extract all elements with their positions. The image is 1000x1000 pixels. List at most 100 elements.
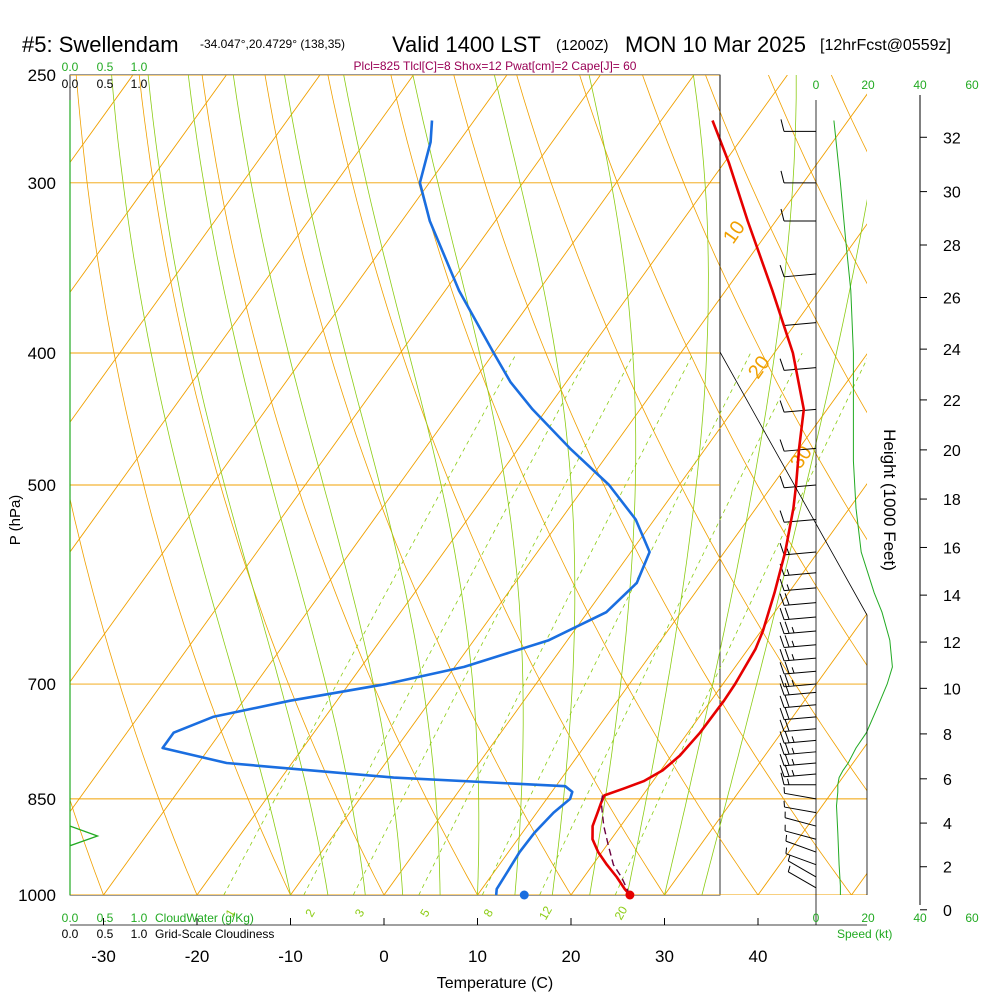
dry-adiabat [70,497,198,895]
wind-barb-flag [784,753,790,766]
height-tick-label-0: 0 [943,903,952,920]
wind-barb-flag [784,607,790,620]
wind-barb-flag [779,542,785,555]
wind-barb-flag [779,742,785,755]
moist-adiabat [284,75,441,895]
height-axis-title: Height (1000 Feet) [880,429,899,571]
height-tick-label-30: 30 [943,185,961,202]
wind-barb [780,119,816,132]
stability-indices: Plcl=825 Tlcl[C]=8 Shox=12 Pwat[cm]=2 Ca… [354,59,637,73]
wind-barb-flag [784,635,790,648]
wind-barb-flag [779,358,785,371]
wind-barb-flag [784,674,790,687]
wind-barb-flag [779,662,785,675]
pressure-tick-500: 500 [28,476,56,495]
mixing-ratio-label-20: 20 [612,903,631,922]
station-coords: -34.047°,20.4729° (138,35) [200,37,345,51]
wind-barb [779,578,817,592]
wind-barb-half [791,626,795,634]
wind-barb [780,772,816,786]
speed-tick-bottom-0: 0 [813,911,820,925]
wind-barb-flag [780,772,785,785]
wind-barb [779,682,817,696]
wind-panel-boundary [719,75,868,895]
isotherm-line [70,75,227,293]
wind-barb-flag [779,475,785,488]
x-tick-label--10: -10 [278,947,303,966]
height-tick-label-4: 4 [943,816,952,833]
wind-barb-half [791,736,795,743]
isotherm-label: 10 [719,217,750,248]
cloud-scale-top-black-1: 0.5 [97,77,114,91]
wind-barb-staff [784,657,817,662]
wind-barb-staff [784,367,817,371]
forecast-run: [12hrFcst@0559z] [820,37,951,54]
dry-adiabat [201,75,478,895]
wind-barb-staff [788,871,817,889]
moist-adiabat [111,75,291,895]
height-tick-label-24: 24 [943,342,961,359]
cloud-scale-bottom-green-1: 0.5 [97,911,114,925]
wind-barb-flag [784,764,790,777]
wind-barb-flag [784,593,790,606]
mixing-ratio-label-3: 3 [352,906,368,919]
height-tick-label-20: 20 [943,443,961,460]
wind-barb [780,208,816,222]
wind-barb [779,707,817,721]
pressure-tick-400: 400 [28,344,56,363]
wind-barb-flag [779,264,785,277]
height-tick-label-18: 18 [943,492,961,509]
wind-barb-staff [784,806,817,814]
height-tick-label-12: 12 [943,635,961,652]
wind-barb [779,607,817,621]
isotherm-line [70,75,508,683]
mixing-ratio-line [303,352,590,895]
x-tick-label-0: 0 [379,947,388,966]
wind-barb-staff [784,773,817,778]
x-tick-label-30: 30 [655,947,674,966]
mixing-ratio-label-2: 2 [302,906,318,919]
wind-barb-staff [784,572,817,577]
wind-barb-half [791,667,795,674]
moist-adiabat [588,75,637,895]
height-tick-label-2: 2 [943,860,952,877]
wind-barb-staff [784,630,817,635]
moist-adiabat [626,75,709,895]
wind-barb [787,865,817,889]
dry-adiabat [327,75,665,895]
dry-adiabat [579,75,867,667]
mixing-ratio-label-12: 12 [536,903,555,922]
wind-barb-half [791,758,795,766]
wind-barb-flag [780,170,785,183]
cloud-scale-top-green-0: 0.0 [62,60,79,74]
wind-barb-staff [784,322,817,326]
height-tick-label-8: 8 [943,727,952,744]
wind-barb-flag [779,719,785,732]
wind-barb-flag [779,707,785,720]
wind-barb-half [786,548,790,555]
wind-barb-staff [784,830,817,840]
wind-barb-flag [779,635,785,648]
x-tick-label-40: 40 [749,947,768,966]
temperature-profile [591,120,806,896]
dewpoint-profile [161,120,651,896]
x-tick-label--30: -30 [91,947,116,966]
isotherm-line [851,872,867,895]
wind-barb [779,674,817,688]
wind-barb [779,719,817,733]
wind-barb-flag [779,695,785,708]
isotherm-line [70,75,601,813]
cloud-scale-bottom-black-0: 0.0 [62,927,79,941]
speed-tick-top-40: 40 [913,78,927,92]
mixing-ratio-line [614,358,867,895]
mixing-ratio-line [418,352,694,895]
wind-barb [787,854,817,878]
cloud-scale-top-black-0: 0.0 [62,77,79,91]
wind-barb-flag [779,753,785,766]
wind-barb-staff [784,670,817,675]
wind-barb-staff [784,587,817,592]
cloud-water-label: CloudWater (g/Kg) [155,911,254,925]
moist-adiabat [701,198,867,895]
wind-barb [779,635,817,649]
